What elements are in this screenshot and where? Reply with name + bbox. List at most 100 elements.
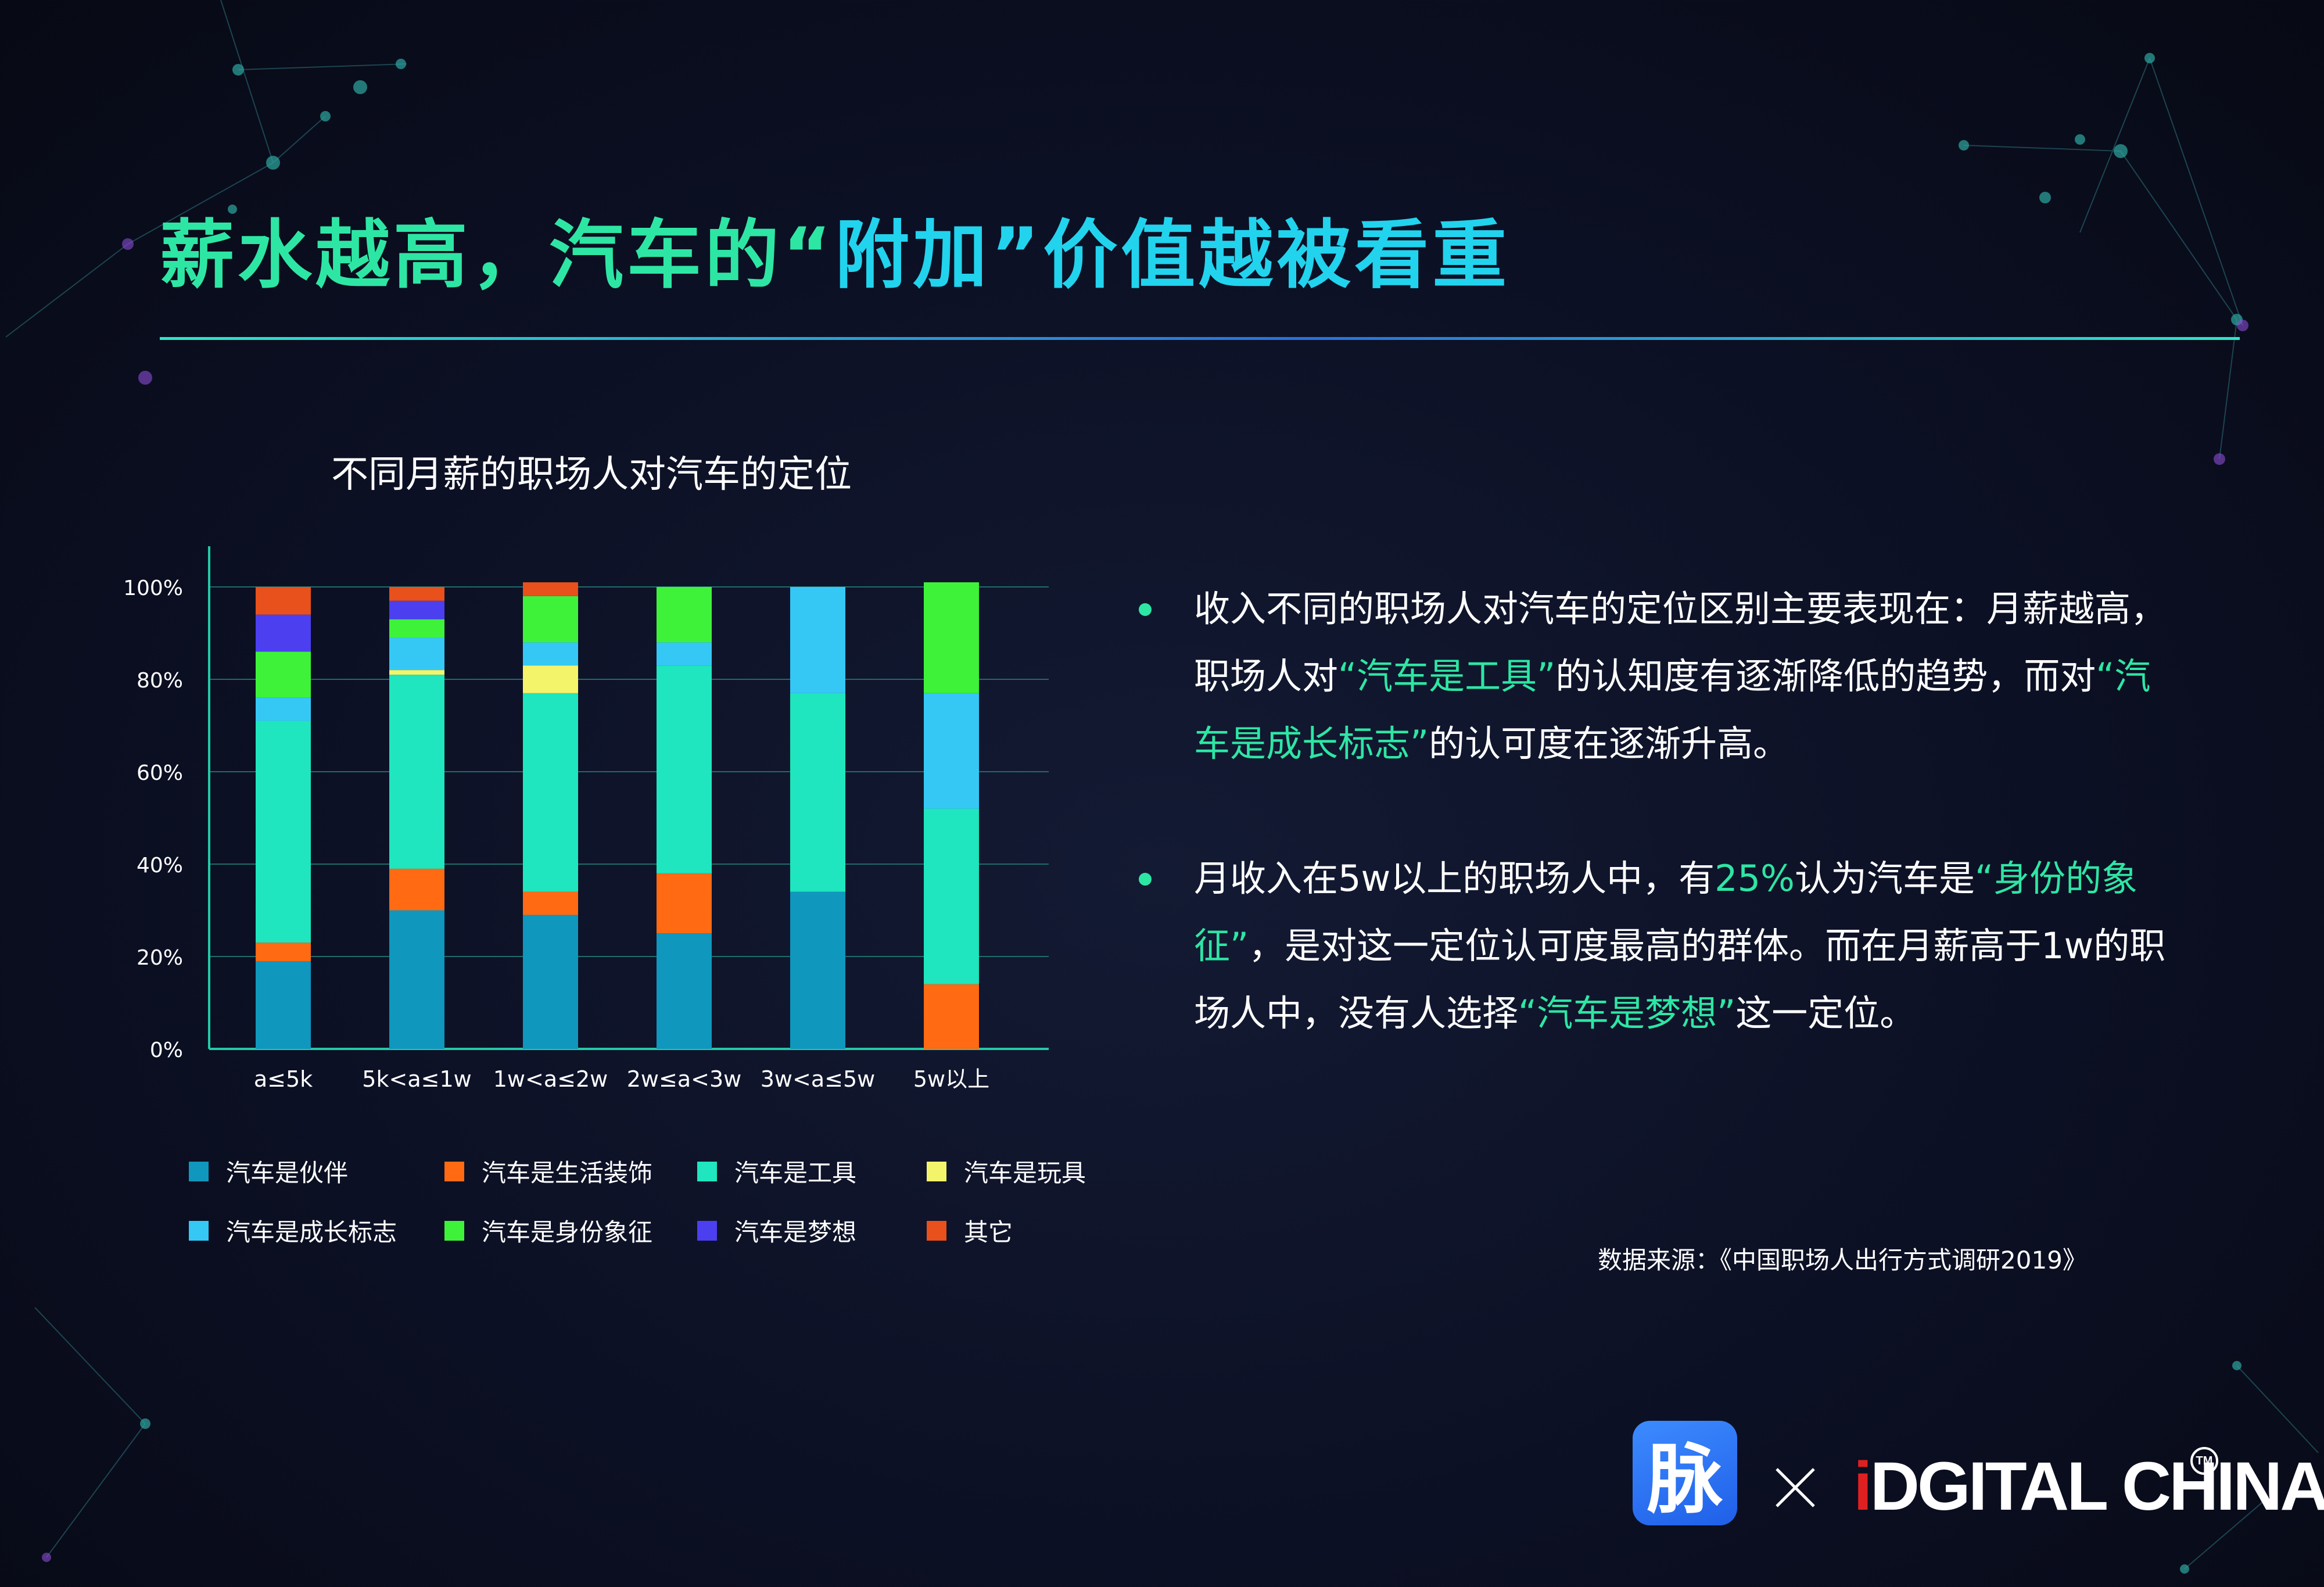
bar-segment <box>523 915 578 1049</box>
legend-item: 汽车是成长标志 <box>189 1213 397 1248</box>
title-divider <box>160 337 2240 340</box>
legend-item: 汽车是工具 <box>697 1153 856 1189</box>
digital-china-logo: iDGITAL CHINA <box>1853 1447 2324 1526</box>
legend-label: 汽车是生活装饰 <box>482 1159 653 1187</box>
legend-label: 汽车是伙伴 <box>226 1159 349 1187</box>
bar-segment <box>790 891 845 1049</box>
bar-segment <box>389 675 444 869</box>
bar-segment <box>790 587 845 693</box>
legend-item: 汽车是梦想 <box>697 1213 856 1248</box>
x-tick-label: 5w以上 <box>913 1066 989 1092</box>
y-tick-label: 60% <box>137 761 183 785</box>
y-tick-label: 0% <box>150 1038 183 1062</box>
bar-segment <box>924 984 979 1049</box>
y-tick-label: 80% <box>137 669 183 693</box>
data-source: 数据来源：《中国职场人出行方式调研2019》 <box>1598 1246 2087 1274</box>
bar-segment <box>657 933 712 1049</box>
y-tick-label: 40% <box>137 854 183 877</box>
digital-china-logo-text: DGITAL CHINA <box>1870 1448 2324 1525</box>
bar-segment <box>790 693 845 892</box>
times-icon <box>1776 1468 1815 1507</box>
bar-segment <box>256 961 311 1049</box>
bar-segment <box>256 587 311 615</box>
bar-segment <box>523 891 578 915</box>
page-title: 薪水越高，汽车的“附加”价值越被看重 <box>160 195 1510 302</box>
legend-label: 汽车是成长标志 <box>226 1218 397 1246</box>
bar-segment <box>256 943 311 961</box>
legend-item: 汽车是身份象征 <box>444 1213 652 1248</box>
title-part-2: 附加 <box>835 212 991 299</box>
bullet-text: 月收入在5w以上的职场人中，有 <box>1194 857 1715 900</box>
bar-segment <box>657 873 712 934</box>
legend-label: 汽车是玩具 <box>964 1159 1086 1187</box>
y-tick-label: 100% <box>123 576 183 600</box>
bar-segment <box>657 642 712 666</box>
x-tick-label: 5k<a≤1w <box>362 1066 471 1092</box>
bar-segment <box>523 642 578 666</box>
bar-segment <box>657 665 712 873</box>
legend-swatch <box>697 1161 717 1181</box>
bar-segment <box>256 651 311 698</box>
chart-title: 不同月薪的职场人对汽车的定位 <box>331 453 852 496</box>
maimai-logo-text: 脉 <box>1647 1435 1723 1524</box>
bar-segment <box>256 721 311 943</box>
y-tick-label: 20% <box>137 946 183 970</box>
legend-swatch <box>697 1220 717 1241</box>
bullet-text: ，是对这一定位认可度最高的群体。而在月薪高于1w的职场人中，没有人选择 <box>1194 925 2166 1034</box>
maimai-logo: 脉 <box>1633 1421 1737 1525</box>
title-part-3: ”价值越被看重 <box>991 212 1511 299</box>
legend-item: 汽车是玩具 <box>927 1153 1086 1189</box>
highlight-text: “汽车是梦想” <box>1518 992 1736 1034</box>
x-tick-label: 3w<a≤5w <box>761 1066 875 1092</box>
bar-segment <box>523 665 578 693</box>
bar-segment <box>389 670 444 675</box>
bar-segment <box>924 582 979 693</box>
legend-swatch <box>189 1220 209 1241</box>
bullet-text: 的认知度有逐渐降低的趋势，而对 <box>1555 655 2096 697</box>
bar-segment <box>924 808 979 984</box>
title-part-1: 薪水越高，汽车的“ <box>160 212 835 299</box>
bullet-item: 月收入在5w以上的职场人中，有25%认为汽车是“身份的象征”，是对这一定位认可度… <box>1133 845 2167 1047</box>
bar-segment <box>389 619 444 638</box>
bar-segment <box>389 587 444 601</box>
legend-swatch <box>444 1220 464 1241</box>
highlight-text: 25% <box>1715 857 1795 900</box>
legend-item: 其它 <box>927 1213 1013 1248</box>
x-tick-label: 1w<a≤2w <box>493 1066 608 1092</box>
highlight-text: “汽车是工具” <box>1338 655 1556 697</box>
legend-label: 其它 <box>964 1218 1013 1246</box>
bullet-text: 这一定位。 <box>1735 992 1916 1034</box>
bar-segment <box>389 868 444 911</box>
bullet-dot-icon <box>1139 603 1152 616</box>
legend-swatch <box>189 1161 209 1181</box>
bullet-dot-icon <box>1139 873 1152 886</box>
highlight-text: “汽车是成长标志” <box>1194 655 2151 765</box>
bar-segment <box>523 693 578 892</box>
bullet-text: 认为汽车是 <box>1794 857 1975 900</box>
bar-segment <box>924 693 979 809</box>
legend-item: 汽车是伙伴 <box>189 1153 348 1189</box>
x-tick-label: a≤5k <box>254 1066 313 1092</box>
legend-label: 汽车是工具 <box>734 1159 857 1187</box>
stacked-bar-chart: 0% 20% 40% 60% 80% 100% a≤5k 5k<a≤1w 1w<a≤2w 2w≤a… <box>123 546 1049 1092</box>
bar-segment <box>657 587 712 643</box>
bar-segment <box>389 600 444 619</box>
highlight-text: “身份的象征” <box>1194 857 2138 967</box>
legend-label: 汽车是梦想 <box>734 1218 857 1246</box>
bullet-text: 的认可度在逐渐升高。 <box>1429 722 1789 765</box>
bullet-text: 收入不同的职场人对汽车的定位区别主要表现在：月薪越高，职场人对 <box>1194 587 2167 697</box>
bar-segment <box>256 697 311 721</box>
x-tick-label: 2w≤a<3w <box>627 1066 741 1092</box>
digital-china-logo-i: i <box>1853 1448 1873 1525</box>
bullet-item: 收入不同的职场人对汽车的定位区别主要表现在：月薪越高，职场人对“汽车是工具”的认… <box>1133 575 2167 778</box>
trademark-icon: TM <box>2190 1447 2218 1475</box>
bullet-list: 收入不同的职场人对汽车的定位区别主要表现在：月薪越高，职场人对“汽车是工具”的认… <box>1133 575 2167 1047</box>
legend-swatch <box>927 1220 946 1241</box>
legend-swatch <box>927 1161 946 1181</box>
legend-item: 汽车是生活装饰 <box>444 1153 652 1189</box>
bar-segment <box>389 910 444 1049</box>
legend-swatch <box>444 1161 464 1181</box>
bar-segment <box>523 596 578 643</box>
bar-segment <box>389 637 444 671</box>
